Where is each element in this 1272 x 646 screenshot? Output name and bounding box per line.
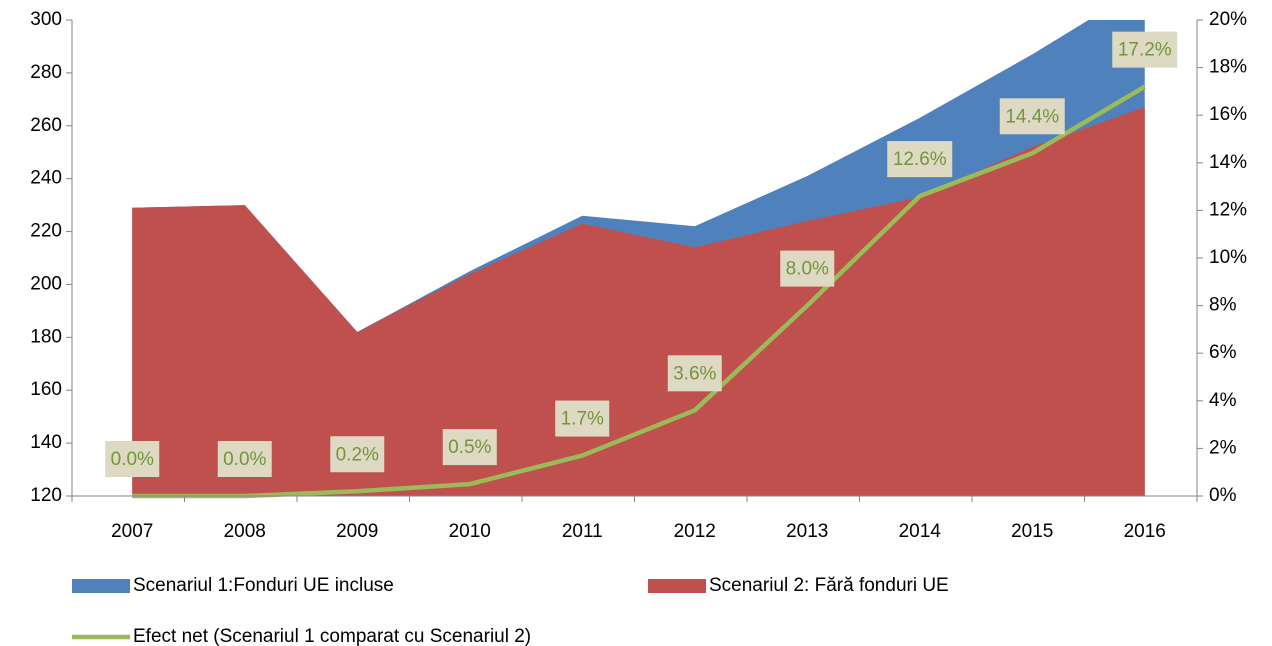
y-tick-label: 220: [30, 221, 62, 242]
data-label-box: [780, 250, 835, 287]
data-label: 0.0%: [223, 449, 266, 470]
legend-label: Efect net (Scenariul 1 comparat cu Scena…: [133, 626, 531, 646]
x-tick-label: 2011: [562, 521, 603, 542]
data-label-box: [105, 441, 160, 477]
y2-tick-label: 18%: [1209, 57, 1247, 78]
y-tick-label: 180: [30, 326, 62, 347]
data-label-box: [217, 441, 272, 477]
x-tick-label: 2013: [786, 521, 828, 542]
data-label: 0.5%: [448, 437, 491, 458]
x-tick-label: 2007: [111, 521, 153, 542]
area: [132, 107, 1145, 496]
data-label-box: [1112, 31, 1178, 68]
y-tick-label: 120: [30, 485, 62, 506]
y2-tick-label: 12%: [1209, 199, 1247, 220]
data-label-box: [667, 355, 722, 392]
data-label-box: [330, 436, 385, 473]
data-label: 14.4%: [1005, 106, 1059, 127]
y-tick-label: 260: [30, 115, 62, 136]
y-tick-label: 200: [30, 273, 62, 294]
y2-tick-label: 16%: [1209, 104, 1247, 125]
y-tick-label: 240: [30, 168, 62, 189]
x-tick-label: 2009: [336, 521, 378, 542]
data-label: 12.6%: [893, 149, 947, 170]
data-label-box: [999, 98, 1065, 135]
x-tick-label: 2010: [449, 521, 491, 542]
data-label: 8.0%: [786, 259, 829, 280]
y2-tick-label: 4%: [1209, 390, 1237, 411]
data-label-box: [887, 141, 953, 178]
legend-swatch: [648, 579, 706, 593]
x-tick-label: 2014: [899, 521, 942, 542]
legend-swatch: [72, 579, 130, 593]
y-tick-label: 300: [30, 9, 62, 30]
data-label: 3.6%: [673, 363, 716, 384]
y2-tick-label: 8%: [1209, 295, 1237, 316]
data-label: 17.2%: [1118, 40, 1172, 61]
y2-tick-label: 0%: [1209, 485, 1237, 506]
y2-tick-label: 2%: [1209, 437, 1237, 458]
y2-tick-label: 14%: [1209, 152, 1247, 173]
legend-label: Scenariul 1:Fonduri UE incluse: [133, 575, 394, 596]
x-tick-label: 2016: [1124, 521, 1166, 542]
x-tick-label: 2015: [1011, 521, 1053, 542]
plot-area: [132, 20, 1145, 496]
y2-tick-label: 10%: [1209, 247, 1247, 268]
data-label: 0.0%: [111, 449, 154, 470]
data-label-box: [555, 400, 610, 437]
x-tick-label: 2012: [674, 521, 716, 542]
data-label-box: [442, 429, 497, 466]
y2-tick-label: 20%: [1209, 9, 1247, 30]
legend-label: Scenariul 2: Fără fonduri UE: [709, 575, 949, 596]
x-tick-label: 2008: [224, 521, 266, 542]
y-tick-label: 140: [30, 432, 62, 453]
data-label: 0.2%: [336, 444, 379, 465]
line: [132, 84, 1146, 499]
y-tick-label: 280: [30, 62, 62, 83]
y2-tick-label: 6%: [1209, 342, 1237, 363]
data-label: 1.7%: [561, 409, 604, 430]
y-tick-label: 160: [30, 379, 62, 400]
